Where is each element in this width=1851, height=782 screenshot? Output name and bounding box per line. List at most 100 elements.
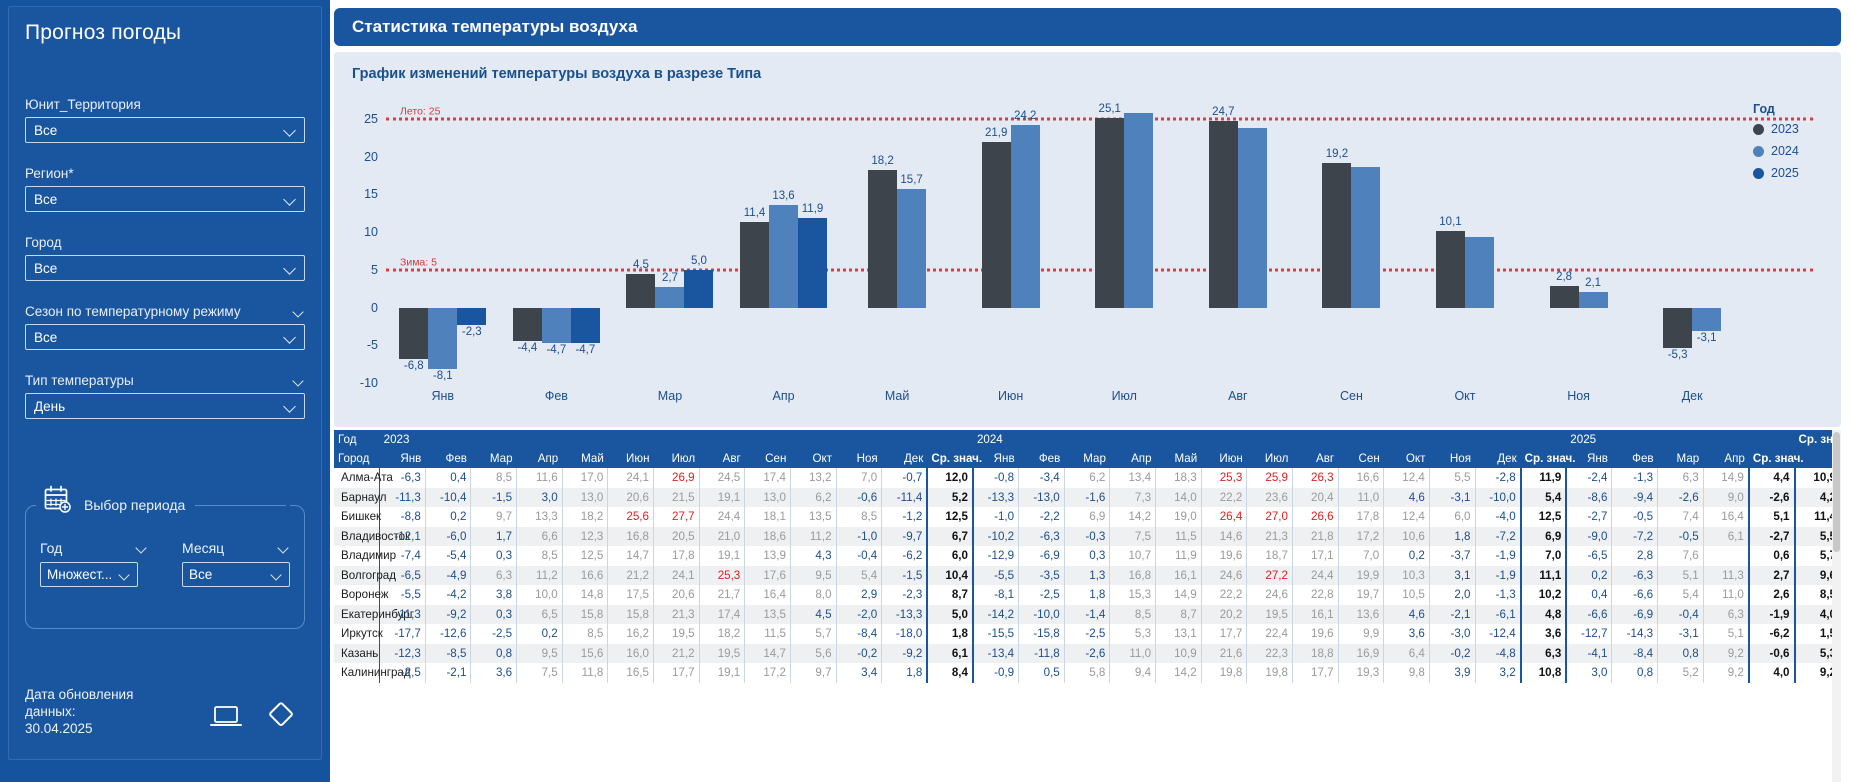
- chart-bar[interactable]: 13,6: [769, 104, 799, 383]
- chart-bar[interactable]: 2,8: [1549, 104, 1579, 383]
- header-month[interactable]: Апр: [1109, 449, 1156, 468]
- header-month[interactable]: Май: [1155, 449, 1202, 468]
- table-cell-value: -0,7: [881, 468, 929, 488]
- chevron-down-icon[interactable]: [293, 375, 305, 387]
- header-month[interactable]: Фев: [1611, 449, 1658, 468]
- table-row[interactable]: Владивосток -12,1 -6,0 1,7 6,6 12,3 16,8 20,5 21…: [334, 526, 1841, 546]
- filter-select-season[interactable]: Все: [25, 324, 305, 350]
- header-month[interactable]: Апр: [516, 449, 563, 468]
- legend-item[interactable]: 2023: [1753, 122, 1827, 136]
- chart-bar[interactable]: -5,3: [1663, 104, 1693, 383]
- chart-bar[interactable]: 2,7: [655, 104, 685, 383]
- chart-bar[interactable]: 11,4: [740, 104, 770, 383]
- chart-bar[interactable]: -8,1: [428, 104, 458, 383]
- filter-select-city[interactable]: Все: [25, 255, 305, 281]
- table-cell-value: 1,3: [1064, 565, 1111, 585]
- header-avg[interactable]: Ср. знач.: [1748, 449, 1804, 468]
- header-month[interactable]: Янв: [379, 449, 426, 468]
- legend-item[interactable]: 2025: [1753, 166, 1827, 180]
- period-year-select[interactable]: Множест...: [40, 562, 138, 587]
- chart-bar[interactable]: 18,2: [868, 104, 898, 383]
- chart-bar[interactable]: -4,7: [570, 104, 600, 383]
- filter-select-region[interactable]: Все: [25, 186, 305, 212]
- filter-select-unit-territory[interactable]: Все: [25, 117, 305, 143]
- bar-value-label: -4,4: [517, 341, 538, 354]
- header-month[interactable]: Сен: [744, 449, 791, 468]
- legend-item[interactable]: 2024: [1753, 144, 1827, 158]
- table-cell-value: -12,6: [425, 624, 472, 644]
- header-month[interactable]: Янв: [972, 449, 1019, 468]
- chart-bar[interactable]: 5,0: [684, 104, 714, 383]
- table-row[interactable]: Иркутск -17,7 -12,6 -2,5 0,2 8,5 16,2 19,5 18,2 1…: [334, 624, 1841, 644]
- chevron-down-icon[interactable]: [278, 542, 290, 554]
- table-row[interactable]: Волгоград -6,5 -4,9 6,3 11,2 16,6 21,2 24,1 25,3…: [334, 565, 1841, 585]
- chart-bar[interactable]: 24,7: [1208, 104, 1238, 383]
- chart-bar[interactable]: -4,4: [512, 104, 542, 383]
- chart-bar[interactable]: 2,1: [1578, 104, 1608, 383]
- laptop-icon[interactable]: [209, 704, 243, 735]
- header-month[interactable]: Июн: [607, 449, 654, 468]
- table-cell-value: 0,4: [1566, 585, 1613, 605]
- header-month[interactable]: Июл: [653, 449, 700, 468]
- header-month[interactable]: Июн: [1201, 449, 1247, 468]
- period-month-select[interactable]: Все: [182, 562, 290, 587]
- header-month[interactable]: Фев: [425, 449, 471, 468]
- chart-bar[interactable]: -2,3: [457, 104, 487, 383]
- chart-bar[interactable]: 4,5: [626, 104, 656, 383]
- header-month[interactable]: Ноя: [1429, 449, 1476, 468]
- header-month[interactable]: Дек: [1475, 449, 1521, 468]
- chart-bar[interactable]: 10,1: [1435, 104, 1465, 383]
- legend-label: 2025: [1771, 166, 1799, 180]
- chevron-down-icon[interactable]: [293, 306, 305, 318]
- chart-bar[interactable]: -3,1: [1692, 104, 1722, 383]
- header-avg[interactable]: Ср. знач.: [1520, 449, 1575, 468]
- chevron-down-icon[interactable]: [136, 542, 148, 554]
- chart-bar[interactable]: 15,7: [897, 104, 927, 383]
- header-month[interactable]: Май: [562, 449, 608, 468]
- header-month[interactable]: Мар: [1657, 449, 1704, 468]
- header-avg[interactable]: Ср. знач.: [927, 449, 982, 468]
- header-month[interactable]: Мар: [470, 449, 517, 468]
- scrollbar-thumb[interactable]: [1833, 432, 1840, 552]
- chart-bar[interactable]: -4,7: [541, 104, 571, 383]
- table-row[interactable]: Барнаул -11,3 -10,4 -1,5 3,0 13,0 20,6 21,5 19,1…: [334, 487, 1841, 507]
- table-row[interactable]: Казань -12,3 -8,5 0,8 9,5 15,6 16,0 21,2 19,5 14,…: [334, 643, 1841, 663]
- header-month[interactable]: Сен: [1338, 449, 1384, 468]
- chart-bar[interactable]: 24,2: [1010, 104, 1040, 383]
- header-month[interactable]: Авг: [1292, 449, 1339, 468]
- header-month[interactable]: Мар: [1064, 449, 1110, 468]
- table-vertical-scrollbar[interactable]: [1832, 430, 1841, 782]
- header-month[interactable]: Дек: [881, 449, 928, 468]
- chart-bar[interactable]: [1351, 104, 1381, 383]
- chart-bar[interactable]: 19,2: [1322, 104, 1352, 383]
- header-month[interactable]: Авг: [699, 449, 745, 468]
- filter-select-temp-type[interactable]: День: [25, 393, 305, 419]
- chart-bar[interactable]: -6,8: [399, 104, 429, 383]
- diamond-icon[interactable]: [265, 700, 297, 735]
- header-month[interactable]: Янв: [1566, 449, 1612, 468]
- chart-bar[interactable]: [1464, 104, 1494, 383]
- header-month[interactable]: Фев: [1018, 449, 1065, 468]
- table-row[interactable]: Воронеж -5,5 -4,2 3,8 10,0 14,8 17,5 20,6 21,7 16…: [334, 585, 1841, 605]
- table-row[interactable]: Калининград -2,5 -2,1 3,6 7,5 11,8 16,5 17,7 19,…: [334, 663, 1841, 683]
- chart-bar[interactable]: [1237, 104, 1267, 383]
- chart-bar-fill: [1578, 291, 1608, 308]
- header-month[interactable]: Окт: [1383, 449, 1430, 468]
- header-month[interactable]: Окт: [790, 449, 837, 468]
- header-month[interactable]: Ноя: [836, 449, 882, 468]
- table-cell-value: 3,2: [1475, 663, 1522, 683]
- chart-bar[interactable]: [1124, 104, 1154, 383]
- table-row[interactable]: Владимир -7,4 -5,4 0,3 8,5 12,5 14,7 17,8 19,1 13…: [334, 546, 1841, 566]
- chart-bar[interactable]: 21,9: [981, 104, 1011, 383]
- table-cell-avg: 11,9: [1520, 468, 1568, 488]
- chart-bar[interactable]: 11,9: [798, 104, 828, 383]
- table-row[interactable]: Екатеринбург -11,3 -9,2 0,3 6,5 15,8 15,8 21,3 1…: [334, 604, 1841, 624]
- header-month[interactable]: Июл: [1246, 449, 1293, 468]
- chart-bar[interactable]: 25,1: [1095, 103, 1125, 383]
- table-row[interactable]: Алма-Ата -6,3 0,4 8,5 11,6 17,0 24,1 26,9 24,5 17…: [334, 468, 1841, 488]
- header-month[interactable]: Апр: [1703, 449, 1749, 468]
- table-row[interactable]: Бишкек -8,8 0,2 9,7 13,3 18,2 25,6 27,7 24,4 18,1…: [334, 507, 1841, 527]
- table-cell-avg: 12,5: [927, 507, 974, 527]
